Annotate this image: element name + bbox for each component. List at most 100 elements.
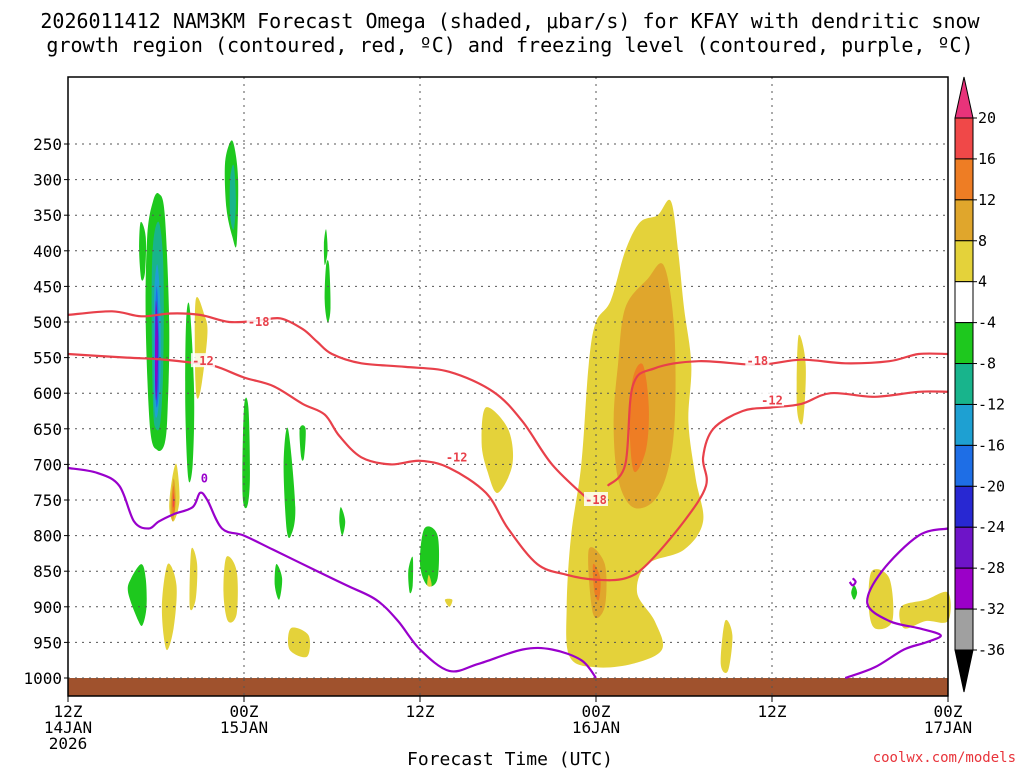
y-tick-label-250: 250 <box>33 135 62 154</box>
y-tick-label-350: 350 <box>33 206 62 225</box>
omega-area-38 <box>720 619 733 674</box>
omega-area-10 <box>185 302 195 483</box>
dgz-contour-0 <box>67 310 590 501</box>
omega-area-20 <box>194 296 208 399</box>
omega-area-25 <box>161 563 177 651</box>
colorbar-band-9 <box>954 485 974 528</box>
colorbar-band-10 <box>954 526 974 569</box>
x-tick-label-0-1: 12Z <box>54 702 83 721</box>
colorbar: 20 16 12 8 4 -4 -8 -12 -16 -20 -24 -28 -32 -36 <box>954 76 1005 693</box>
omega-area-13 <box>242 397 250 509</box>
omega-area-29 <box>481 407 514 493</box>
x-tick-label-24-1: 12Z <box>406 702 435 721</box>
dgz-label-bg-1 <box>190 353 215 368</box>
omega-area-26 <box>189 547 198 611</box>
colorbar-band-6 <box>954 363 974 405</box>
dgz-contour-label-4: -18 <box>746 354 768 368</box>
colorbar-band-5 <box>954 322 974 365</box>
terrain-band <box>68 678 948 696</box>
y-tick-label-600: 600 <box>33 384 62 403</box>
dgz-contour-2 <box>67 352 949 582</box>
y-tick-label-850: 850 <box>33 562 62 581</box>
y-tick-label-650: 650 <box>33 420 62 439</box>
colorbar-tick-label-0: 20 <box>978 109 996 127</box>
freezing-level-label: 0 <box>201 472 208 486</box>
chart-title-line2: growth region (contoured, red, ºC) and f… <box>46 33 973 57</box>
y-tick-label-700: 700 <box>33 455 62 474</box>
y-tick-label-450: 450 <box>33 277 62 296</box>
colorbar-tick-label-12: -32 <box>978 600 1005 618</box>
y-tick-label-550: 550 <box>33 349 62 368</box>
dgz-label-bg-5 <box>760 392 784 407</box>
colorbar-tick-label-1: 16 <box>978 150 996 168</box>
y-axis: 250 300 350 400 450 500 550 600 650 700 750 800 850 9… <box>23 135 68 688</box>
x-axis-label: Forecast Time (UTC) <box>407 749 613 768</box>
y-tick-label-400: 400 <box>33 242 62 261</box>
colorbar-tick-label-3: 8 <box>978 232 987 250</box>
x-tick-label-48-1: 12Z <box>758 702 787 721</box>
omega-area-32 <box>629 363 649 473</box>
colorbar-tick-label-2: 12 <box>978 191 996 209</box>
colorbar-bottom-arrow <box>954 649 974 693</box>
colorbar-band-7 <box>954 403 974 446</box>
colorbar-tick-label-11: -28 <box>978 559 1005 577</box>
dgz-contour-label-1: -12 <box>192 354 214 368</box>
omega-area-17 <box>408 556 414 594</box>
x-tick-label-36-1: 00Z <box>582 702 611 721</box>
colorbar-band-8 <box>954 444 974 487</box>
colorbar-tick-label-8: -16 <box>978 436 1005 454</box>
y-tick-label-750: 750 <box>33 491 62 510</box>
dgz-contour-label-2: -12 <box>446 450 468 464</box>
dgz-contour-label-3: -18 <box>585 493 607 507</box>
omega-area-6 <box>139 221 147 281</box>
freezing-level-contour-0 <box>67 466 597 679</box>
x-tick-label-60-2: 17JAN <box>924 718 972 737</box>
dgz-contour-label-0: -18 <box>248 315 270 329</box>
omega-area-39 <box>444 598 453 607</box>
x-tick-label-12-2: 15JAN <box>220 718 268 737</box>
x-tick-label-0-3: 2026 <box>49 734 88 753</box>
credit-text[interactable]: coolwx.com/models <box>873 750 1016 766</box>
omega-area-27 <box>223 556 238 623</box>
dgz-label-bg-0 <box>246 314 271 328</box>
omega-area-12 <box>323 229 328 266</box>
plot-frame <box>67 76 949 697</box>
colorbar-band-0 <box>954 117 974 160</box>
omega-area-14 <box>283 427 296 539</box>
y-tick-label-900: 900 <box>33 598 62 617</box>
x-tick-label-12-1: 00Z <box>230 702 259 721</box>
colorbar-band-12 <box>954 608 974 651</box>
freezing-level-contour-1 <box>844 527 949 680</box>
omega-area-16 <box>339 507 346 536</box>
omega-area-9 <box>229 164 236 230</box>
omega-area-7 <box>127 564 147 626</box>
colorbar-band-4 <box>954 281 974 324</box>
omega-area-18 <box>419 526 440 587</box>
colorbar-top-arrow <box>954 76 974 119</box>
contours: -18 -12 -12 -18 -18 -12 0 <box>67 310 949 680</box>
colorbar-band-2 <box>954 199 974 242</box>
x-tick-label-0-2: 14JAN <box>44 718 92 737</box>
y-tick-label-500: 500 <box>33 313 62 332</box>
colorbar-tick-label-9: -20 <box>978 477 1005 495</box>
colorbar-tick-label-7: -12 <box>978 395 1005 413</box>
dgz-label-bg-2 <box>444 449 469 464</box>
colorbar-band-11 <box>954 567 974 610</box>
omega-area-41 <box>851 585 858 600</box>
dgz-label-bg-4 <box>745 353 770 368</box>
y-tick-label-1000: 1000 <box>23 669 62 688</box>
terrain <box>68 678 948 696</box>
omega-area-34 <box>592 563 601 601</box>
omega-area-35 <box>796 334 806 425</box>
colorbar-tick-label-10: -24 <box>978 518 1005 536</box>
colorbar-band-3 <box>954 240 974 283</box>
freezing-level-contour-2 <box>848 577 857 587</box>
y-tick-label-300: 300 <box>33 171 62 190</box>
colorbar-tick-label-13: -36 <box>978 641 1005 659</box>
omega-area-19 <box>274 563 283 600</box>
colorbar-tick-label-4: 4 <box>978 273 987 291</box>
colorbar-band-1 <box>954 158 974 201</box>
omega-area-40 <box>427 574 432 587</box>
omega-shading <box>127 140 951 674</box>
